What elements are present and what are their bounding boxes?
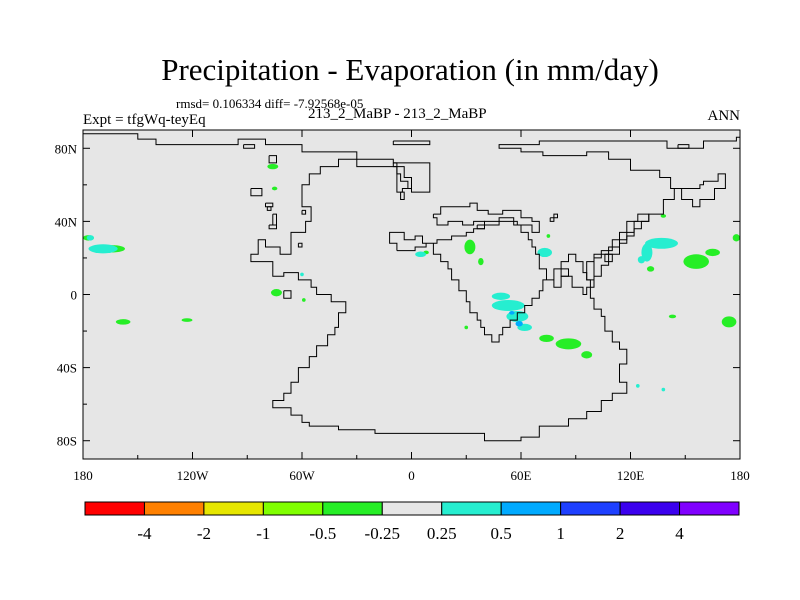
anomaly-region-22	[464, 325, 469, 330]
case-label: 213_2_MaBP - 213_2_MaBP	[308, 106, 487, 122]
rmsd-diff-stats: rmsd= 0.106334 diff= -7.92568e-05	[176, 96, 364, 111]
anomaly-region-17	[646, 266, 655, 272]
y-tick-label-0: 80N	[55, 141, 78, 156]
coastline-2	[432, 202, 540, 233]
anomaly-region-12	[581, 351, 593, 359]
anomaly-region-16	[732, 234, 740, 242]
coastline-3	[549, 213, 558, 222]
anomaly-region-29	[537, 247, 553, 258]
colorbar-box-8	[560, 501, 621, 516]
anomaly-region-31	[645, 237, 678, 249]
anomaly-region-6	[271, 186, 278, 191]
anomaly-region-13	[683, 254, 709, 269]
anomaly-region-35	[635, 384, 640, 388]
anomaly-region-9	[478, 257, 484, 266]
anomaly-region-15	[721, 316, 737, 328]
colorbar-box-0	[84, 501, 145, 516]
y-tick-label-1: 40N	[55, 214, 78, 229]
x-tick-label-1: 120W	[177, 468, 210, 483]
colorbar-box-10	[679, 501, 740, 516]
anomaly-region-10	[555, 338, 582, 350]
colorbar-box-3	[262, 501, 324, 516]
coastline-18	[560, 268, 569, 277]
coastline-16	[604, 253, 613, 263]
colorbar-label-7: 1	[556, 524, 565, 543]
anomaly-region-36	[661, 387, 666, 392]
coastline-19	[243, 144, 256, 149]
colorbar-box-7	[500, 501, 562, 516]
anomaly-region-24	[86, 235, 94, 241]
x-tick-label-0: 180	[73, 468, 93, 483]
x-tick-label-6: 180	[730, 468, 750, 483]
anomaly-region-3	[181, 318, 193, 322]
x-tick-label-3: 0	[408, 468, 415, 483]
colorbar-label-3: -0.5	[309, 524, 336, 543]
anomaly-region-18	[668, 314, 677, 319]
y-tick-label-3: 40S	[57, 361, 77, 376]
coastline-5	[268, 155, 277, 164]
colorbar-label-4: -0.25	[365, 524, 400, 543]
colorbar-label-8: 2	[616, 524, 625, 543]
anomaly-region-11	[539, 334, 554, 343]
colorbar-label-2: -1	[256, 524, 270, 543]
anomaly-region-32	[641, 243, 653, 262]
coastline-9	[301, 209, 307, 215]
colorbar-box-2	[203, 501, 264, 516]
anomaly-region-30	[415, 251, 427, 258]
coastline-11	[283, 290, 292, 299]
colorbar-label-1: -2	[197, 524, 211, 543]
colorbar-label-9: 4	[675, 524, 684, 543]
colorbar-label-5: 0.25	[427, 524, 457, 543]
anomaly-region-38	[509, 310, 515, 315]
coastline-20	[392, 140, 431, 146]
chart-title: Precipitation - Evaporation (in mm/day)	[161, 52, 659, 87]
anomaly-region-19	[546, 234, 551, 238]
anomaly-region-8	[464, 239, 476, 255]
coastline-13	[265, 202, 274, 208]
anomaly-region-37	[515, 321, 523, 327]
anomaly-region-7	[302, 298, 306, 302]
coastline-14	[268, 224, 277, 230]
coastline-7	[400, 191, 405, 200]
colorbar-box-5	[381, 501, 443, 516]
anomaly-region-5	[270, 289, 282, 297]
colorbar-label-0: -4	[137, 524, 152, 543]
experiment-label: Expt = tfgWq-teyEq	[83, 112, 206, 128]
colorbar-label-6: 0.5	[491, 524, 512, 543]
anomaly-region-25	[491, 299, 525, 311]
y-tick-label-4: 80S	[57, 434, 77, 449]
anomaly-region-2	[115, 319, 131, 325]
coastline-1	[389, 213, 650, 343]
anomaly-region-14	[705, 248, 720, 257]
coastline-6	[392, 162, 412, 189]
x-tick-label-4: 60E	[511, 468, 532, 483]
season-label: ANN	[707, 108, 741, 124]
x-tick-label-5: 120E	[617, 468, 645, 483]
anomaly-region-23	[88, 244, 118, 254]
anomaly-region-4	[267, 163, 279, 170]
x-tick-label-2: 60W	[289, 468, 315, 483]
anomaly-region-26	[491, 292, 511, 300]
coastline-15	[476, 224, 485, 230]
colorbar-box-1	[143, 501, 205, 516]
coastline-0	[83, 133, 740, 442]
coastline-10	[297, 242, 303, 248]
anomaly-region-20	[660, 214, 667, 218]
colorbar-box-9	[619, 501, 681, 516]
anomaly-region-34	[300, 272, 304, 277]
coastline-4	[250, 188, 263, 197]
colorbar-box-6	[441, 501, 502, 516]
y-tick-label-2: 0	[71, 288, 78, 303]
colorbar-box-4	[322, 501, 383, 516]
coastline-17	[677, 144, 690, 149]
anomaly-region-33	[637, 256, 646, 264]
